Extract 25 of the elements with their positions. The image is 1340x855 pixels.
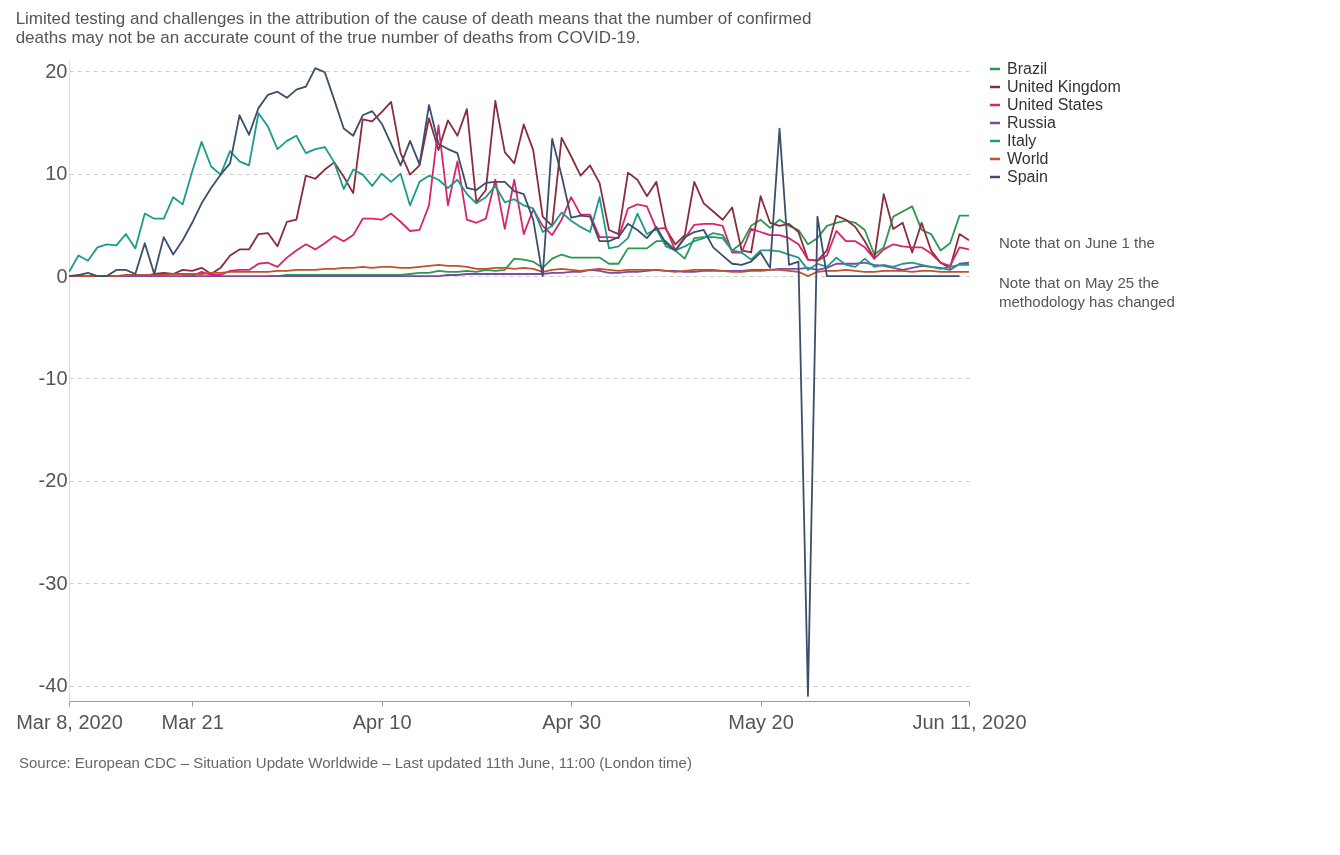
source-note: Source: European CDC – Situation Update Worldwide – Last updated 11th June, 11:00 (London time) — [19, 754, 692, 771]
legend-label: World — [1007, 150, 1049, 167]
y-tick-label: -10 — [38, 366, 68, 389]
y-tick-label: -20 — [38, 469, 68, 492]
y-tick-label: 20 — [45, 59, 68, 82]
y-tick-label: 0 — [56, 264, 68, 287]
legend-label: United Kingdom — [1007, 78, 1121, 95]
legend-label: Italy — [1007, 132, 1037, 149]
x-tick-label: Apr 30 — [542, 710, 602, 733]
text: Note that on June 1 the — [999, 234, 1155, 251]
x-tick-label: Mar 8, 2020 — [16, 710, 123, 733]
legend-label: Spain — [1007, 168, 1048, 185]
chart-title: Limited testing and challenges in the attribution of the cause of death means that the number of confirmed deaths may not be an accurate count of the true number of deaths from COVID-19. — [15, 9, 812, 47]
legend-label: United States — [1007, 96, 1104, 113]
x-tick-label: Apr 10 — [352, 710, 412, 733]
legend-label: Brazil — [1007, 60, 1048, 77]
x-tick-label: May 20 — [728, 710, 794, 733]
legend-label: Russia — [1007, 114, 1057, 131]
x-tick-label: Jun 11, 2020 — [912, 710, 1027, 733]
text: Note that on May 25 the methodology has changed — [999, 274, 1175, 310]
x-tick-label: Mar 21 — [161, 710, 224, 733]
line-series — [69, 67, 961, 697]
y-tick-label: -30 — [38, 571, 68, 594]
y-tick-label: 10 — [45, 162, 68, 185]
y-tick-label: -40 — [38, 674, 68, 697]
